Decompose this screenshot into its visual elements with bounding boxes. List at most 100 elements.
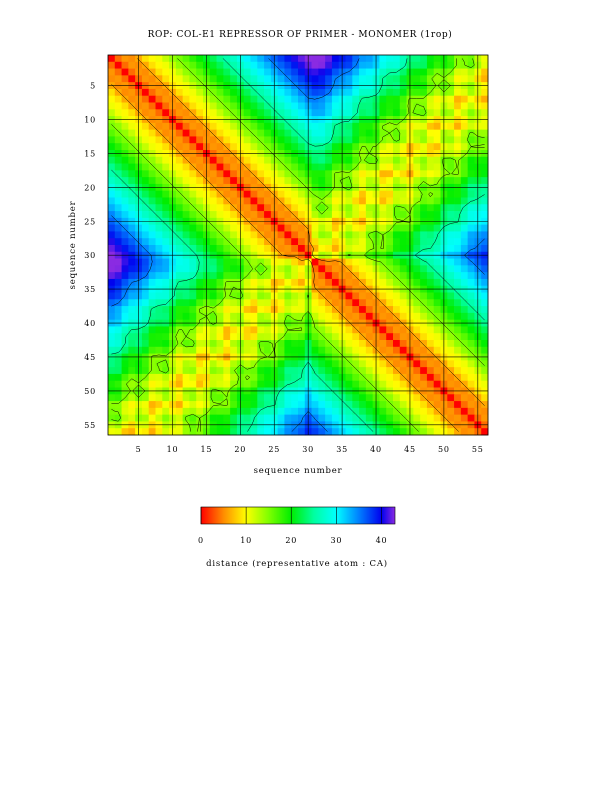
heatmap-cell: [399, 68, 407, 76]
heatmap-cell: [128, 156, 136, 164]
heatmap-cell: [209, 394, 217, 402]
heatmap-cell: [250, 211, 258, 219]
heatmap-cell: [189, 428, 197, 436]
heatmap-cell: [114, 407, 122, 415]
heatmap-cell: [182, 197, 190, 205]
heatmap-cell: [209, 258, 217, 266]
heatmap-cell: [447, 292, 455, 300]
heatmap-cell: [121, 75, 129, 83]
heatmap-cell: [318, 278, 326, 287]
heatmap-cell: [345, 68, 353, 76]
heatmap-cell: [311, 211, 319, 219]
heatmap-cell: [114, 68, 122, 76]
heatmap-cell: [114, 75, 122, 83]
heatmap-cell: [108, 55, 116, 63]
heatmap-cell: [481, 102, 489, 110]
heatmap-cell: [379, 340, 387, 348]
heatmap-cell: [413, 414, 421, 422]
heatmap-cell: [175, 177, 183, 185]
heatmap-cell: [325, 394, 333, 402]
heatmap-cell: [114, 109, 122, 117]
heatmap-cell: [230, 129, 238, 137]
heatmap-cell: [230, 55, 238, 63]
heatmap-cell: [386, 407, 394, 415]
heatmap-cell: [460, 312, 468, 320]
heatmap-cell: [155, 224, 163, 232]
heatmap-cell: [481, 109, 489, 117]
heatmap-cell: [162, 224, 170, 232]
heatmap-cell: [264, 204, 272, 212]
heatmap-cell: [426, 55, 435, 63]
heatmap-cell: [209, 190, 217, 198]
heatmap-cell: [399, 292, 407, 300]
heatmap-cell: [393, 238, 401, 246]
heatmap-cell: [141, 401, 150, 409]
heatmap-cell: [291, 190, 299, 198]
heatmap-cell: [379, 224, 387, 232]
heatmap-cell: [148, 156, 156, 164]
heatmap-cell: [420, 312, 428, 320]
heatmap-cell: [318, 163, 326, 171]
heatmap-cell: [460, 414, 468, 422]
heatmap-cell: [257, 204, 265, 212]
heatmap-cell: [182, 75, 190, 83]
heatmap-cell: [230, 68, 238, 76]
heatmap-cell: [298, 75, 306, 83]
heatmap-cell: [128, 231, 136, 239]
heatmap-cell: [284, 75, 292, 83]
heatmap-cell: [386, 380, 394, 388]
heatmap-cell: [311, 129, 319, 137]
heatmap-cell: [264, 428, 272, 436]
heatmap-cell: [318, 292, 326, 300]
heatmap-cell: [481, 265, 489, 273]
heatmap-cell: [264, 197, 272, 205]
heatmap-cell: [467, 102, 475, 110]
heatmap-cell: [426, 231, 435, 239]
heatmap-cell: [331, 122, 340, 130]
heatmap-cell: [230, 211, 238, 219]
heatmap-cell: [162, 129, 170, 137]
heatmap-cell: [216, 95, 224, 103]
heatmap-cell: [386, 306, 394, 314]
heatmap-cell: [447, 312, 455, 320]
heatmap-cell: [277, 340, 285, 348]
heatmap-cell: [345, 55, 353, 63]
heatmap-cell: [325, 401, 333, 409]
heatmap-cell: [298, 156, 306, 164]
heatmap-cell: [318, 177, 326, 185]
heatmap-cell: [175, 129, 183, 137]
heatmap-cell: [379, 75, 387, 83]
heatmap-cell: [148, 414, 156, 422]
heatmap-cell: [209, 340, 217, 348]
heatmap-cell: [399, 340, 407, 348]
heatmap-cell: [447, 204, 455, 212]
heatmap-cell: [128, 407, 136, 415]
heatmap-cell: [155, 407, 163, 415]
heatmap-cell: [182, 299, 190, 307]
heatmap-cell: [121, 68, 129, 76]
heatmap-cell: [257, 224, 265, 232]
heatmap-cell: [155, 272, 163, 280]
heatmap-cell: [155, 156, 163, 164]
heatmap-cell: [352, 75, 360, 83]
heatmap-cell: [182, 170, 190, 178]
heatmap-cell: [467, 428, 475, 436]
heatmap-cell: [148, 95, 156, 103]
heatmap-cell: [460, 346, 468, 354]
heatmap-cell: [481, 204, 489, 212]
heatmap-cell: [399, 224, 407, 232]
heatmap-cell: [216, 224, 224, 232]
heatmap-cell: [230, 122, 238, 130]
heatmap-cell: [454, 238, 462, 246]
heatmap-cell: [264, 177, 272, 185]
heatmap-cell: [223, 238, 231, 246]
heatmap-cell: [108, 394, 116, 402]
heatmap-cell: [182, 346, 190, 354]
heatmap-cell: [433, 204, 441, 212]
heatmap-cell: [209, 326, 217, 334]
heatmap-cell: [386, 204, 394, 212]
heatmap-cell: [298, 95, 306, 103]
heatmap-cell: [454, 102, 462, 110]
heatmap-cell: [128, 55, 136, 63]
heatmap-cell: [196, 428, 204, 436]
